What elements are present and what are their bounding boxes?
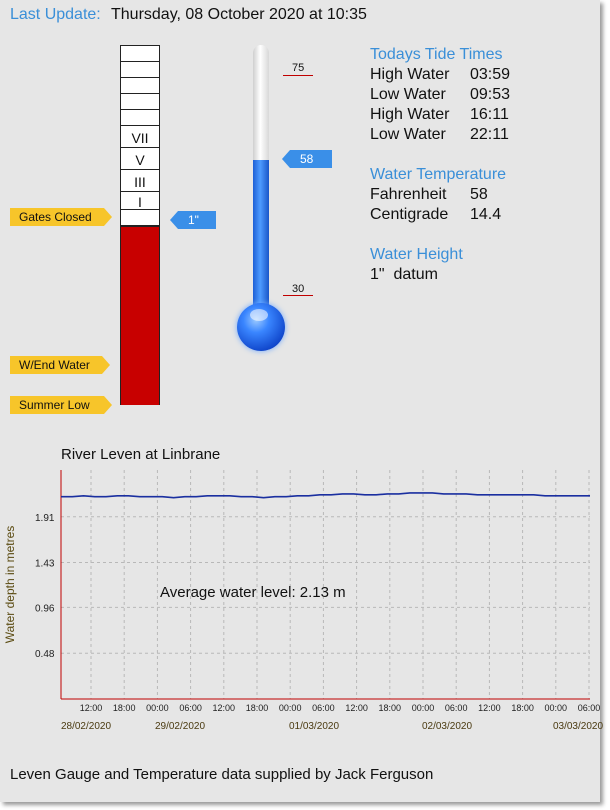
chart-annotation: Average water level: 2.13 m xyxy=(160,584,346,601)
wend-water-tag: W/End Water xyxy=(10,356,110,374)
thermometer-tick-bottom xyxy=(283,295,313,296)
gates-closed-tag: Gates Closed xyxy=(10,208,112,226)
river-level-gauge: VII V III I xyxy=(120,45,160,405)
gauge-cell xyxy=(121,210,159,226)
water-temperature-heading: Water Temperature xyxy=(370,166,507,183)
date-label: 01/03/2020 xyxy=(289,721,339,732)
summer-low-tag: Summer Low xyxy=(10,396,112,414)
x-tick-label: 12:00 xyxy=(478,703,501,713)
x-tick-label: 00:00 xyxy=(279,703,302,713)
gauge-mark-i: I xyxy=(121,192,159,210)
y-tick-label: 1.91 xyxy=(35,513,55,524)
temperature-unit-label: Fahrenheit xyxy=(370,186,447,203)
x-tick-label: 00:00 xyxy=(412,703,435,713)
tide-row-label: High Water xyxy=(370,66,450,83)
x-tick-label: 06:00 xyxy=(312,703,335,713)
x-tick-label: 12:00 xyxy=(345,703,368,713)
gauge-cell xyxy=(121,62,159,78)
tide-times-heading: Todays Tide Times xyxy=(370,46,503,63)
thermometer-value-tag: 58 xyxy=(282,150,332,168)
tide-row-time: 03:59 xyxy=(470,66,511,83)
x-tick-label: 06:00 xyxy=(445,703,468,713)
y-axis-label: Water depth in metres xyxy=(3,526,17,644)
gauge-mark-vii: VII xyxy=(121,126,159,148)
water-height-heading: Water Height xyxy=(370,246,463,263)
water-height-value: 1" datum xyxy=(370,266,438,283)
gauge-level-tag: 1" xyxy=(170,211,216,229)
x-tick-label: 06:00 xyxy=(179,703,202,713)
data-credit: Leven Gauge and Temperature data supplie… xyxy=(10,766,434,783)
x-tick-label: 18:00 xyxy=(246,703,269,713)
water-level-line xyxy=(61,492,590,499)
gauge-mark-iii: III xyxy=(121,170,159,192)
thermometer-scale-bottom: 30 xyxy=(292,283,305,295)
gauge-cell xyxy=(121,78,159,94)
temperature-value: 14.4 xyxy=(470,206,502,223)
x-tick-label: 06:00 xyxy=(578,703,601,713)
thermometer-tick-top xyxy=(283,75,313,76)
gauge-water-fill xyxy=(121,226,159,405)
y-tick-label: 0.96 xyxy=(35,603,55,614)
gauge-cell xyxy=(121,110,159,126)
x-tick-label: 18:00 xyxy=(113,703,136,713)
temperature-value: 58 xyxy=(470,186,488,203)
last-update-value: Thursday, 08 October 2020 at 10:35 xyxy=(111,6,367,23)
tide-row-label: High Water xyxy=(370,106,450,123)
temperature-unit-label: Centigrade xyxy=(370,206,449,223)
thermometer-scale-top: 75 xyxy=(292,62,305,74)
x-tick-label: 12:00 xyxy=(213,703,236,713)
tide-row-time: 22:11 xyxy=(470,126,509,143)
thermometer-bulb-highlight xyxy=(250,309,268,321)
tide-row-label: Low Water xyxy=(370,126,446,143)
y-tick-label: 1.43 xyxy=(35,559,55,570)
date-label: 03/03/2020 xyxy=(553,721,603,732)
tide-row-time: 16:11 xyxy=(470,106,509,123)
last-update-label: Last Update: xyxy=(10,6,101,23)
tide-row-time: 09:53 xyxy=(470,86,511,103)
y-tick-label: 0.48 xyxy=(35,649,55,660)
date-label: 28/02/2020 xyxy=(61,721,111,732)
thermometer-fill xyxy=(253,160,269,320)
gauge-mark-v: V xyxy=(121,148,159,170)
chart-title: River Leven at Linbrane xyxy=(61,446,221,463)
date-label: 29/02/2020 xyxy=(155,721,205,732)
water-level-chart: 1.91 1.43 0.96 0.48 12:00 18:00 00:00 06:00 12:0… xyxy=(3,470,603,732)
x-tick-label: 18:00 xyxy=(379,703,402,713)
gauge-cell xyxy=(121,94,159,110)
x-tick-label: 00:00 xyxy=(545,703,568,713)
tide-row-label: Low Water xyxy=(370,86,446,103)
gauge-cell xyxy=(121,46,159,62)
x-tick-label: 18:00 xyxy=(511,703,534,713)
x-tick-label: 00:00 xyxy=(146,703,169,713)
date-label: 02/03/2020 xyxy=(422,721,472,732)
x-tick-label: 12:00 xyxy=(80,703,103,713)
